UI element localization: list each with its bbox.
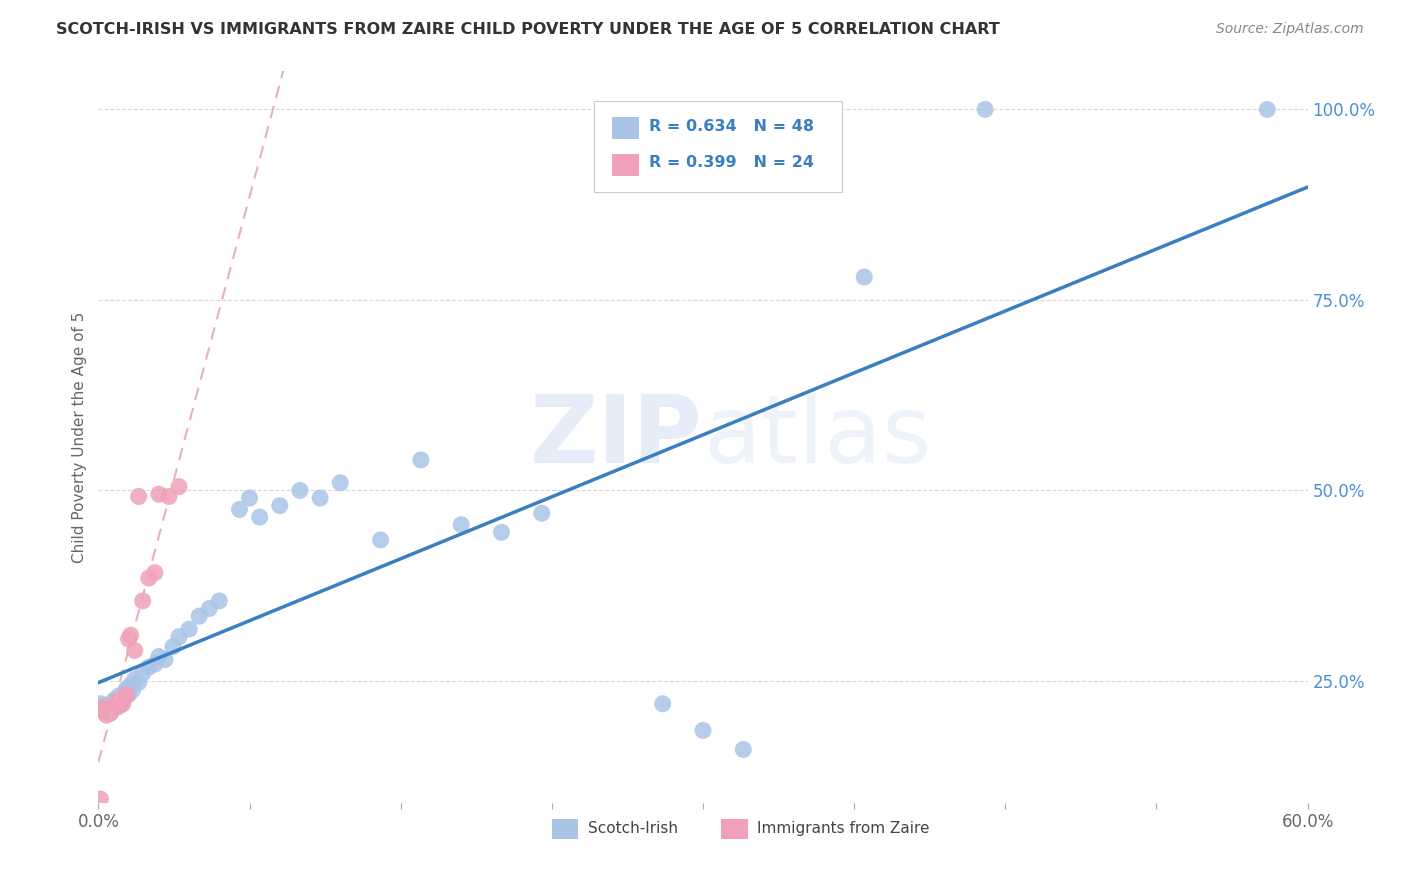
Point: [105, 700, 128, 714]
Point: [1256, 103, 1278, 117]
Point: [91, 700, 114, 714]
Point: [128, 675, 150, 690]
Point: [111, 697, 134, 711]
Point: [143, 566, 166, 580]
Point: [974, 103, 997, 117]
Point: [450, 517, 472, 532]
Point: [124, 673, 146, 687]
Text: SCOTCH-IRISH VS IMMIGRANTS FROM ZAIRE CHILD POVERTY UNDER THE AGE OF 5 CORRELATI: SCOTCH-IRISH VS IMMIGRANTS FROM ZAIRE CH…: [56, 22, 1000, 37]
Point: [111, 690, 134, 705]
Point: [115, 688, 138, 702]
Bar: [613, 118, 638, 139]
Point: [370, 533, 392, 547]
Point: [103, 698, 125, 713]
Point: [115, 681, 138, 696]
Point: [105, 695, 128, 709]
Point: [91, 700, 114, 714]
Point: [329, 475, 352, 490]
Bar: [551, 819, 578, 839]
Point: [100, 706, 122, 720]
Point: [167, 630, 190, 644]
Bar: [613, 154, 638, 176]
Point: [97, 703, 120, 717]
Point: [491, 525, 513, 540]
Point: [93, 705, 115, 719]
Point: [110, 693, 132, 707]
Point: [89, 697, 111, 711]
Point: [114, 690, 136, 705]
Point: [269, 499, 291, 513]
Point: [853, 270, 876, 285]
Point: [124, 643, 146, 657]
Point: [107, 698, 129, 713]
Point: [733, 742, 755, 756]
Point: [208, 594, 231, 608]
Point: [101, 700, 124, 714]
Point: [692, 723, 714, 738]
Point: [110, 698, 132, 713]
Point: [143, 657, 166, 672]
Point: [107, 689, 129, 703]
Point: [96, 708, 118, 723]
Point: [239, 491, 262, 505]
Point: [128, 490, 150, 504]
Point: [198, 601, 221, 615]
Point: [114, 685, 136, 699]
Text: ZIP: ZIP: [530, 391, 703, 483]
Point: [249, 510, 271, 524]
Point: [530, 506, 553, 520]
Point: [89, 792, 111, 806]
Point: [153, 652, 176, 666]
FancyBboxPatch shape: [595, 101, 842, 192]
Point: [148, 487, 170, 501]
Point: [651, 697, 673, 711]
Text: Immigrants from Zaire: Immigrants from Zaire: [758, 821, 929, 836]
Text: Scotch-Irish: Scotch-Irish: [588, 821, 678, 836]
Point: [179, 622, 201, 636]
Point: [93, 705, 115, 719]
Text: Source: ZipAtlas.com: Source: ZipAtlas.com: [1216, 22, 1364, 37]
Point: [120, 628, 142, 642]
Point: [309, 491, 332, 505]
Point: [103, 693, 125, 707]
Point: [97, 703, 120, 717]
Point: [132, 666, 155, 681]
Point: [138, 571, 160, 585]
Text: R = 0.634   N = 48: R = 0.634 N = 48: [648, 119, 814, 134]
Point: [121, 683, 143, 698]
Y-axis label: Child Poverty Under the Age of 5: Child Poverty Under the Age of 5: [72, 311, 87, 563]
Point: [409, 453, 432, 467]
Point: [118, 688, 141, 702]
Point: [188, 609, 211, 624]
Point: [101, 695, 124, 709]
Point: [148, 649, 170, 664]
Point: [228, 502, 250, 516]
Point: [132, 594, 155, 608]
Point: [100, 706, 122, 720]
Text: R = 0.399   N = 24: R = 0.399 N = 24: [648, 155, 814, 170]
Point: [138, 660, 160, 674]
Point: [157, 490, 180, 504]
Point: [120, 678, 142, 692]
Point: [167, 480, 190, 494]
Point: [96, 698, 118, 713]
Point: [162, 640, 184, 654]
Text: atlas: atlas: [703, 391, 931, 483]
Point: [118, 632, 141, 646]
Point: [288, 483, 311, 498]
Bar: [721, 819, 748, 839]
